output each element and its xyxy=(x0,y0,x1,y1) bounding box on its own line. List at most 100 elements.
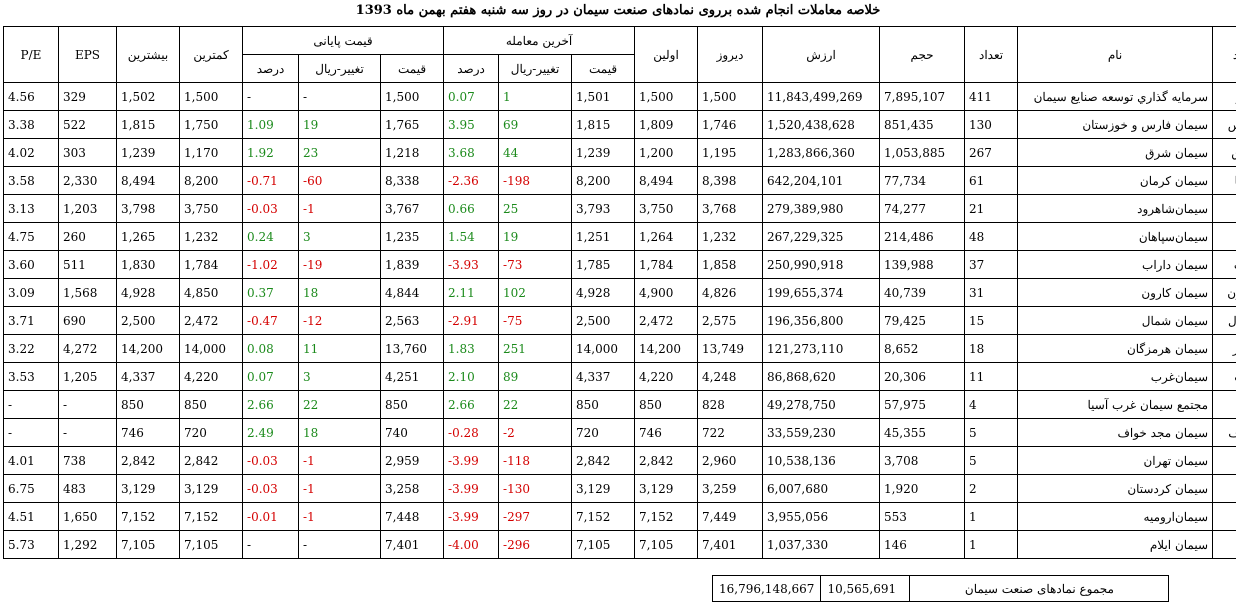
cell-last-price: 1,239 xyxy=(571,138,636,167)
cell-pe: 6.75 xyxy=(3,474,59,503)
cell-yesterday: 828 xyxy=(697,390,764,419)
cell-final-price: 1,235 xyxy=(380,222,445,251)
cell-eps: 1,205 xyxy=(58,362,117,391)
cell-name: سيمان ايلام xyxy=(1017,530,1214,559)
cell-symbol: سیدکو xyxy=(1212,82,1236,111)
cell-final-percent: 1.02- xyxy=(241,250,300,279)
cell-symbol: سپاها xyxy=(1212,222,1236,251)
cell-count: 37 xyxy=(964,250,1019,279)
cell-max: 850 xyxy=(116,390,180,419)
cell-min: 3,129 xyxy=(179,474,243,503)
cell-name: سيمان هرمزگان xyxy=(1017,334,1214,363)
cell-last-percent: 0.28- xyxy=(443,418,500,447)
cell-min: 14,000 xyxy=(179,334,243,363)
cell-min: 2,472 xyxy=(179,306,243,335)
cell-final-price: 1,765 xyxy=(380,110,445,139)
cell-volume: 146 xyxy=(879,530,966,559)
cell-max: 8,494 xyxy=(116,166,180,195)
cell-volume: 3,708 xyxy=(879,446,966,475)
cell-first: 2,842 xyxy=(634,446,699,475)
header-pe: P/E xyxy=(3,26,59,83)
cell-max: 1,502 xyxy=(116,82,180,111)
cell-max: 3,129 xyxy=(116,474,180,503)
cell-eps: 1,650 xyxy=(58,502,117,531)
cell-final-change: 3 xyxy=(298,362,382,391)
cell-count: 267 xyxy=(964,138,1019,167)
cell-last-change: 2- xyxy=(498,418,573,447)
cell-value: 3,955,056 xyxy=(762,502,881,531)
cell-yesterday: 3,259 xyxy=(697,474,764,503)
cell-last-percent: 4.00- xyxy=(443,530,500,559)
cell-volume: 45,355 xyxy=(879,418,966,447)
cell-last-price: 3,793 xyxy=(571,194,636,223)
cell-final-change: 18 xyxy=(298,278,382,307)
cell-last-change: 73- xyxy=(498,250,573,279)
table-row: سفارسسيمان فارس و خوزستان130851,4351,520… xyxy=(3,110,1236,139)
cell-count: 5 xyxy=(964,446,1019,475)
cell-value: 6,007,680 xyxy=(762,474,881,503)
cell-last-change: 297- xyxy=(498,502,573,531)
cell-value: 279,389,980 xyxy=(762,194,881,223)
cell-pe: 3.09 xyxy=(3,278,59,307)
header-yesterday: دیروز xyxy=(697,26,764,83)
cell-last-percent: 1.83 xyxy=(443,334,500,363)
cell-final-change: 23 xyxy=(298,138,382,167)
cell-volume: 40,739 xyxy=(879,278,966,307)
cell-final-price: 4,251 xyxy=(380,362,445,391)
cell-last-price: 4,928 xyxy=(571,278,636,307)
summary-value: 16,796,148,667 xyxy=(711,575,822,602)
cell-last-percent: 0.07 xyxy=(443,82,500,111)
cell-final-change: 22 xyxy=(298,390,382,419)
table-row: سکرماسيمان كرمان6177,734642,204,1018,398… xyxy=(3,166,1236,195)
cell-last-change: 130- xyxy=(498,474,573,503)
cell-volume: 1,920 xyxy=(879,474,966,503)
cell-symbol: سشرق xyxy=(1212,138,1236,167)
cell-volume: 7,895,107 xyxy=(879,82,966,111)
cell-last-percent: 2.66 xyxy=(443,390,500,419)
cell-last-percent: 3.99- xyxy=(443,502,500,531)
cell-max: 1,815 xyxy=(116,110,180,139)
cell-final-price: 2,959 xyxy=(380,446,445,475)
cell-name: سيمان كردستان xyxy=(1017,474,1214,503)
cell-count: 31 xyxy=(964,278,1019,307)
cell-volume: 553 xyxy=(879,502,966,531)
cell-eps: 4,272 xyxy=(58,334,117,363)
cell-last-change: 75- xyxy=(498,306,573,335)
cell-eps: 1,568 xyxy=(58,278,117,307)
cell-pe: 3.58 xyxy=(3,166,59,195)
cell-yesterday: 3,768 xyxy=(697,194,764,223)
cell-volume: 1,053,885 xyxy=(879,138,966,167)
cell-first: 4,900 xyxy=(634,278,699,307)
cell-value: 121,273,110 xyxy=(762,334,881,363)
cell-final-change: 19 xyxy=(298,110,382,139)
cell-value: 1,520,438,628 xyxy=(762,110,881,139)
cell-min: 3,750 xyxy=(179,194,243,223)
cell-last-change: 89 xyxy=(498,362,573,391)
cell-max: 1,265 xyxy=(116,222,180,251)
cell-count: 15 xyxy=(964,306,1019,335)
table-row: سکارونسيمان كارون3140,739199,655,3744,82… xyxy=(3,278,1236,307)
cell-last-price: 4,337 xyxy=(571,362,636,391)
cell-value: 267,229,325 xyxy=(762,222,881,251)
cell-last-price: 14,000 xyxy=(571,334,636,363)
cell-first: 7,152 xyxy=(634,502,699,531)
cell-yesterday: 1,195 xyxy=(697,138,764,167)
table-row: سشرقسيمان شرق2671,053,8851,283,866,3601,… xyxy=(3,138,1236,167)
cell-eps: 511 xyxy=(58,250,117,279)
cell-symbol: سرود xyxy=(1212,194,1236,223)
cell-max: 2,842 xyxy=(116,446,180,475)
cell-yesterday: 4,826 xyxy=(697,278,764,307)
cell-final-change: 18 xyxy=(298,418,382,447)
cell-count: 48 xyxy=(964,222,1019,251)
cell-max: 7,152 xyxy=(116,502,180,531)
cell-final-percent: 0.71- xyxy=(241,166,300,195)
cell-symbol: سجام xyxy=(1212,390,1236,419)
cell-volume: 214,486 xyxy=(879,222,966,251)
cell-final-price: 1,218 xyxy=(380,138,445,167)
cell-count: 18 xyxy=(964,334,1019,363)
header-first: اولین xyxy=(634,26,699,83)
cell-min: 8,200 xyxy=(179,166,243,195)
header-count: تعداد xyxy=(964,26,1019,83)
cell-name: سيمان كارون xyxy=(1017,278,1214,307)
cell-count: 2 xyxy=(964,474,1019,503)
